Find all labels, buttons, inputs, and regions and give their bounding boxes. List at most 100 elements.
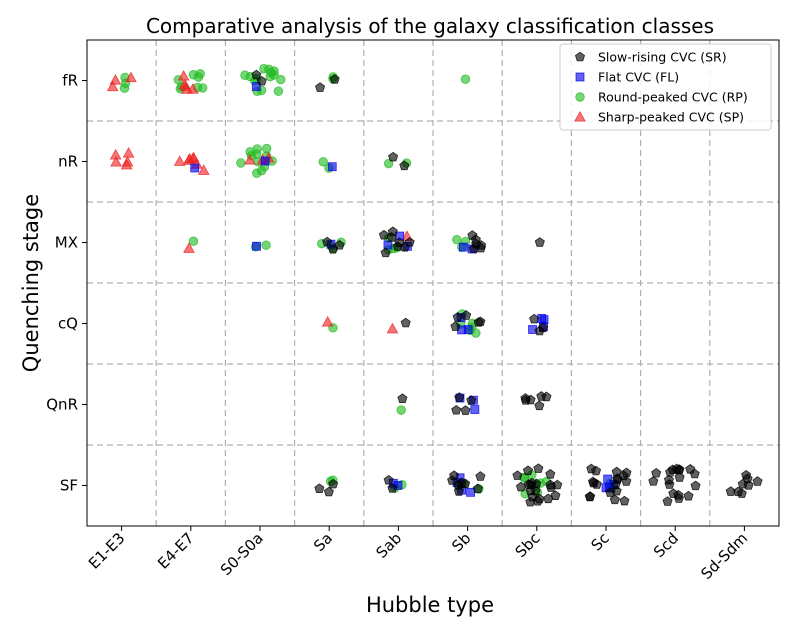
point-round-peaked-cvc-rp-s0-s0a-fr — [259, 64, 269, 74]
point-slow-rising-cvc-sr-sb-mx — [470, 234, 481, 245]
point-slow-rising-cvc-sr-scd-sf — [683, 490, 694, 501]
point-round-peaked-cvc-rp-s0-s0a-nr — [252, 149, 262, 159]
point-slow-rising-cvc-sr-sb-sf — [475, 471, 486, 481]
point-slow-rising-cvc-sr-sbc-mx — [534, 237, 545, 247]
point-slow-rising-cvc-sr-sa-fr — [329, 74, 340, 84]
point-slow-rising-cvc-sr-scd-sf — [685, 464, 696, 474]
point-slow-rising-cvc-sr-sc-sf — [611, 466, 622, 477]
point-slow-rising-cvc-sr-sbc-sf — [526, 477, 537, 488]
point-slow-rising-cvc-sr-scd-sf — [690, 480, 701, 491]
point-slow-rising-cvc-sr-sb-cq — [450, 321, 461, 331]
point-round-peaked-cvc-rp-e4-e7-mx — [188, 236, 199, 246]
point-slow-rising-cvc-sr-sbc-sf — [522, 465, 534, 476]
point-slow-rising-cvc-sr-scd-sf — [662, 496, 673, 506]
point-sharp-peaked-cvc-sp-e1-e3-nr — [120, 158, 133, 170]
point-sharp-peaked-cvc-sp-e4-e7-nr — [187, 151, 200, 163]
point-slow-rising-cvc-sr-scd-sf — [651, 467, 662, 478]
point-slow-rising-cvc-sr-sc-sf — [612, 474, 623, 484]
point-slow-rising-cvc-sr-sc-sf — [586, 463, 597, 474]
point-slow-rising-cvc-sr-sb-cq — [452, 311, 463, 322]
point-round-peaked-cvc-rp-s0-s0a-fr — [240, 70, 250, 80]
x-axis-label: Hubble type — [366, 593, 494, 617]
point-slow-rising-cvc-sr-sb-sf — [460, 478, 471, 489]
points-layer — [106, 64, 763, 507]
point-sharp-peaked-cvc-sp-e4-e7-mx — [183, 242, 195, 253]
point-flat-cvc-fl-sb-sf — [466, 487, 476, 497]
point-slow-rising-cvc-sr-sb-cq — [461, 310, 472, 320]
point-slow-rising-cvc-sr-sa-sf — [328, 478, 339, 489]
legend-label-sharp-peaked-cvc-sp: Sharp-peaked CVC (SP) — [598, 110, 744, 125]
point-slow-rising-cvc-sr-sbc-sf — [512, 470, 523, 480]
point-slow-rising-cvc-sr-sbc-sf — [543, 493, 554, 504]
point-sharp-peaked-cvc-sp-sab-cq — [386, 322, 399, 334]
point-flat-cvc-fl-sb-mx — [458, 242, 468, 252]
point-slow-rising-cvc-sr-sab-mx — [378, 229, 390, 240]
point-slow-rising-cvc-sr-sab-nr — [399, 160, 410, 171]
point-slow-rising-cvc-sr-sbc-qnr — [541, 391, 552, 402]
point-round-peaked-cvc-rp-s0-s0a-fr — [276, 74, 286, 85]
legend-label-slow-rising-cvc-sr: Slow-rising CVC (SR) — [598, 50, 727, 65]
y-axis-label: Quenching stage — [19, 194, 43, 372]
point-round-peaked-cvc-rp-sab-qnr — [396, 405, 406, 415]
point-slow-rising-cvc-sr-sbc-sf — [545, 469, 556, 479]
point-slow-rising-cvc-sr-sab-mx — [387, 226, 398, 237]
point-slow-rising-cvc-sr-s0-s0a-fr — [251, 69, 262, 80]
point-slow-rising-cvc-sr-sb-qnr — [451, 404, 462, 415]
point-slow-rising-cvc-sr-sd-sdm-sf — [741, 469, 752, 480]
point-slow-rising-cvc-sr-sa-mx — [334, 239, 345, 250]
point-flat-cvc-fl-sb-qnr — [470, 405, 480, 414]
y-tick-label-mx: MX — [55, 234, 78, 252]
point-slow-rising-cvc-sr-sab-mx — [404, 237, 415, 247]
point-flat-cvc-fl-s0-s0a-mx — [252, 241, 261, 251]
point-slow-rising-cvc-sr-sd-sdm-sf — [743, 480, 754, 490]
point-slow-rising-cvc-sr-s0-s0a-fr — [256, 75, 267, 86]
point-round-peaked-cvc-rp-s0-s0a-fr — [273, 86, 284, 96]
point-slow-rising-cvc-sr-sc-sf — [611, 485, 622, 496]
point-slow-rising-cvc-sr-sd-sdm-sf — [733, 486, 744, 497]
point-slow-rising-cvc-sr-sbc-sf — [533, 463, 544, 473]
point-slow-rising-cvc-sr-sc-sf — [619, 495, 630, 506]
legend-label-round-peaked-cvc-rp: Round-peaked CVC (RP) — [598, 90, 748, 105]
point-flat-cvc-fl-sab-mx — [383, 240, 393, 250]
point-flat-cvc-fl-sa-nr — [327, 162, 337, 172]
point-slow-rising-cvc-sr-sa-sf — [323, 486, 334, 497]
point-slow-rising-cvc-sr-sc-sf — [609, 494, 620, 505]
point-slow-rising-cvc-sr-sa-sf — [314, 483, 325, 493]
point-round-peaked-cvc-rp-e4-e7-fr — [197, 83, 208, 93]
point-slow-rising-cvc-sr-sab-cq — [400, 317, 411, 328]
point-slow-rising-cvc-sr-sab-sf — [383, 474, 394, 485]
y-tick-label-sf: SF — [60, 477, 78, 495]
point-sharp-peaked-cvc-sp-e1-e3-nr — [110, 155, 122, 167]
point-flat-cvc-fl-s0-s0a-fr — [251, 82, 261, 91]
point-sharp-peaked-cvc-sp-e1-e3-nr — [109, 148, 122, 160]
legend-marker-round-peaked-cvc-rp — [575, 92, 585, 102]
point-slow-rising-cvc-sr-sa-fr — [315, 82, 326, 92]
point-slow-rising-cvc-sr-sbc-sf — [546, 482, 557, 492]
point-slow-rising-cvc-sr-sab-mx — [380, 247, 391, 258]
point-slow-rising-cvc-sr-sb-sf — [453, 486, 465, 496]
legend-marker-slow-rising-cvc-sr — [574, 51, 586, 62]
point-round-peaked-cvc-rp-e4-e7-fr — [188, 70, 199, 80]
point-slow-rising-cvc-sr-sb-qnr — [460, 405, 471, 415]
point-flat-cvc-fl-sc-sf — [603, 474, 613, 484]
legend: Slow-rising CVC (SR) Flat CVC (FL) Round-p… — [559, 43, 772, 131]
point-sharp-peaked-cvc-sp-s0-s0a-nr — [244, 153, 256, 165]
point-slow-rising-cvc-sr-sab-nr — [388, 151, 399, 162]
point-slow-rising-cvc-sr-scd-sf — [663, 474, 674, 485]
point-sharp-peaked-cvc-sp-e4-e7-nr — [197, 164, 210, 175]
plot-frame — [86, 39, 780, 527]
legend-marker-flat-cvc-fl — [575, 72, 585, 82]
point-slow-rising-cvc-sr-sb-qnr — [466, 395, 477, 405]
point-slow-rising-cvc-sr-sc-sf — [585, 491, 596, 501]
y-tick-label-nr: nR — [58, 153, 78, 171]
point-slow-rising-cvc-sr-sb-sf — [449, 470, 460, 480]
point-slow-rising-cvc-sr-scd-sf — [673, 493, 684, 503]
point-slow-rising-cvc-sr-scd-sf — [648, 476, 659, 486]
point-sharp-peaked-cvc-sp-e1-e3-nr — [122, 147, 135, 158]
point-sharp-peaked-cvc-sp-e4-e7-fr — [179, 80, 192, 91]
point-slow-rising-cvc-sr-sbc-qnr — [534, 400, 545, 411]
point-slow-rising-cvc-sr-sc-sf — [587, 476, 599, 487]
point-round-peaked-cvc-rp-sb-fr — [460, 74, 471, 84]
point-slow-rising-cvc-sr-sbc-sf — [550, 490, 561, 500]
